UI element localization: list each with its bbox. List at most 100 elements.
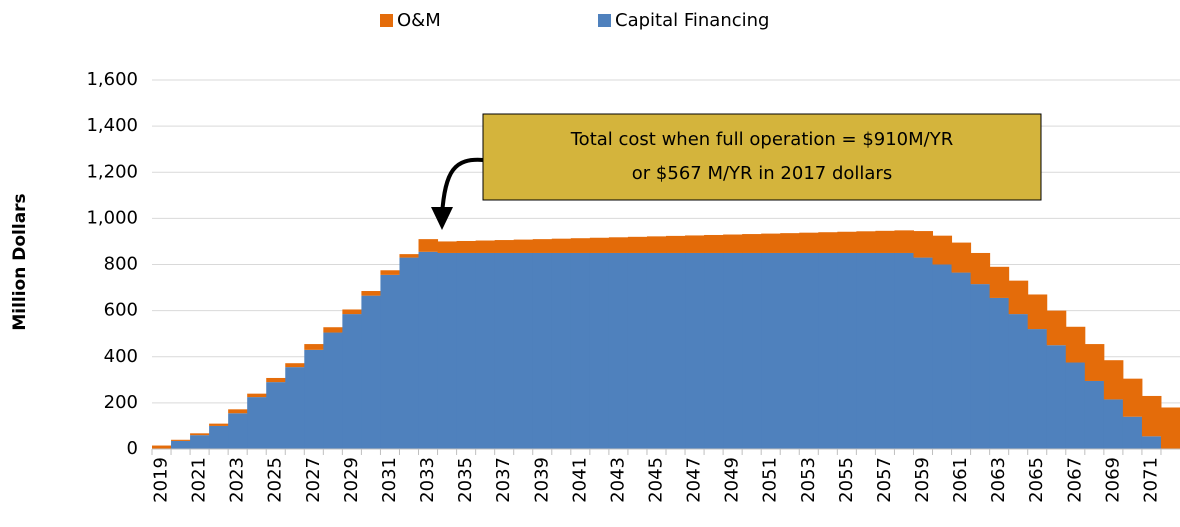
- area-step: [894, 230, 914, 253]
- x-tick-label: 2043: [607, 457, 628, 503]
- x-tick-label: 2027: [303, 457, 324, 503]
- x-tick-label: 2067: [1064, 457, 1085, 503]
- area-step: [171, 440, 191, 449]
- area-step: [837, 231, 857, 253]
- area-step: [627, 236, 648, 253]
- area-step: [646, 236, 667, 253]
- area-step: [856, 231, 876, 253]
- area-step: [589, 252, 610, 449]
- y-tick-label: 800: [104, 254, 138, 275]
- area-step: [304, 344, 324, 350]
- area-step: [266, 382, 286, 449]
- x-tick-label: 2033: [417, 457, 438, 503]
- legend-label: O&M: [397, 10, 441, 31]
- annotation-line: or $567 M/YR in 2017 dollars: [632, 163, 892, 184]
- area-step: [1122, 416, 1143, 449]
- area-step: [742, 252, 762, 449]
- y-tick-label: 600: [104, 300, 138, 321]
- area-step: [666, 252, 686, 449]
- x-tick-label: 2065: [1026, 457, 1047, 503]
- annotation-line: Total cost when full operation = $910M/Y…: [570, 129, 953, 150]
- legend-swatch: [380, 14, 393, 27]
- area-step: [1065, 362, 1086, 449]
- area-step: [685, 252, 705, 449]
- area-step: [342, 309, 362, 315]
- area-step: [418, 251, 439, 449]
- area-step: [475, 252, 496, 449]
- area-step: [532, 252, 553, 449]
- area-step: [1065, 326, 1086, 363]
- area-step: [704, 234, 724, 253]
- area-step: [1103, 399, 1124, 449]
- area-step: [799, 252, 819, 449]
- area-step: [666, 235, 686, 253]
- x-tick-label: 2071: [1140, 457, 1161, 503]
- area-step: [989, 266, 1010, 298]
- area-step: [285, 367, 305, 449]
- marks: [152, 230, 1180, 449]
- legend: O&M Capital Financing: [380, 10, 769, 31]
- area-step: [704, 252, 724, 449]
- area-step: [608, 237, 629, 253]
- area-step: [1141, 436, 1162, 449]
- x-tick-label: 2061: [950, 457, 971, 503]
- x-tick-label: 2025: [265, 457, 286, 503]
- area-step: [799, 232, 819, 253]
- legend-swatch: [598, 14, 611, 27]
- area-step: [837, 252, 857, 449]
- area-step: [818, 252, 838, 449]
- y-tick-label: 0: [127, 438, 138, 459]
- area-step: [875, 230, 895, 253]
- area-step: [570, 238, 591, 253]
- x-tick-label: 2019: [151, 457, 172, 503]
- area-step: [228, 413, 248, 449]
- area-step: [323, 327, 343, 333]
- y-tick-label: 1,200: [86, 161, 138, 182]
- area-step: [1027, 294, 1048, 330]
- area-step: [685, 235, 705, 253]
- area-step: [913, 257, 934, 449]
- area-step: [989, 297, 1010, 449]
- area-step: [970, 252, 991, 285]
- x-tick-label: 2021: [189, 457, 210, 503]
- area-step: [209, 423, 229, 426]
- area-step: [266, 377, 286, 383]
- x-tick-label: 2035: [455, 457, 476, 503]
- x-tick-label: 2039: [531, 457, 552, 503]
- area-step: [1160, 407, 1180, 449]
- area-step: [304, 349, 324, 449]
- area-step: [285, 363, 305, 368]
- area-step: [437, 241, 458, 253]
- y-tick-label: 1,400: [86, 115, 138, 136]
- area-step: [551, 252, 572, 449]
- x-tick-label: 2047: [684, 457, 705, 503]
- area-step: [437, 252, 458, 449]
- area-step: [323, 332, 343, 449]
- y-tick-label: 400: [104, 346, 138, 367]
- area-step: [551, 238, 572, 253]
- area-step: [399, 254, 420, 258]
- area-step: [190, 435, 210, 449]
- area-step: [875, 252, 895, 449]
- area-step: [723, 234, 743, 253]
- area-step: [951, 272, 972, 449]
- area-step: [932, 235, 953, 265]
- area-step: [494, 252, 515, 449]
- area-step: [190, 433, 210, 436]
- x-tick-label: 2031: [379, 457, 400, 503]
- area-step: [380, 274, 400, 449]
- area-step: [494, 240, 515, 253]
- area-step: [970, 284, 991, 449]
- x-tick-label: 2023: [227, 457, 248, 503]
- area-step: [951, 242, 972, 273]
- x-tick-label: 2029: [341, 457, 362, 503]
- area-step: [646, 252, 667, 449]
- area-step: [1103, 360, 1124, 400]
- area-step: [608, 252, 629, 449]
- area-step: [1046, 345, 1067, 449]
- area-step: [894, 252, 914, 449]
- area-step: [589, 237, 610, 253]
- area-step: [742, 234, 762, 253]
- area-step: [761, 252, 781, 449]
